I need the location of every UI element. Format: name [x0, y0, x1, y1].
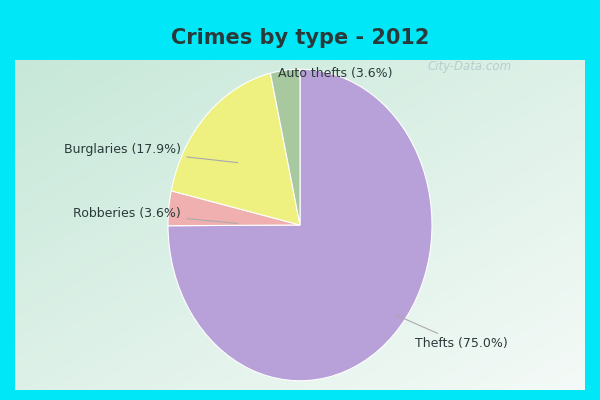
Text: Crimes by type - 2012: Crimes by type - 2012: [171, 28, 429, 48]
Wedge shape: [271, 69, 300, 225]
Text: City-Data.com: City-Data.com: [427, 60, 511, 73]
Wedge shape: [168, 191, 300, 226]
Text: Burglaries (17.9%): Burglaries (17.9%): [64, 143, 238, 163]
Text: Auto thefts (3.6%): Auto thefts (3.6%): [278, 67, 393, 80]
Text: Robberies (3.6%): Robberies (3.6%): [73, 207, 238, 224]
Wedge shape: [171, 73, 300, 225]
Text: Thefts (75.0%): Thefts (75.0%): [395, 314, 508, 350]
Wedge shape: [168, 69, 432, 381]
